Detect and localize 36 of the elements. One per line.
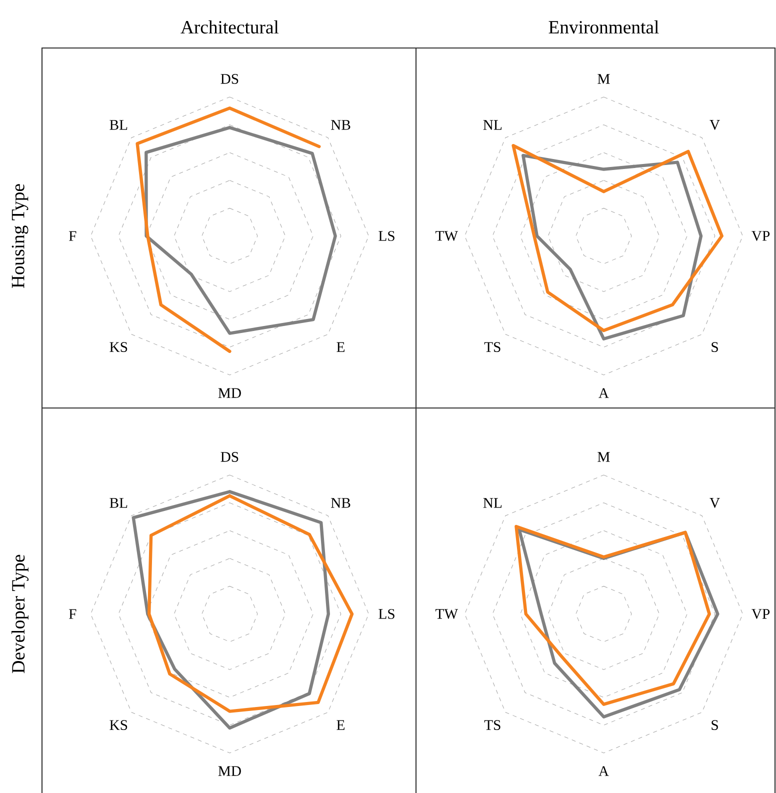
spoke-label: S: [712, 342, 718, 352]
spoke-label: F: [68, 231, 76, 241]
spoke-label: NB: [330, 120, 350, 130]
chart-title: Environmental: [548, 20, 659, 34]
spoke-label: F: [68, 609, 76, 619]
spoke-label: TW: [436, 231, 458, 241]
text: Developer Type: [11, 554, 28, 674]
spoke-label: NB: [330, 498, 350, 508]
spoke-label: LS: [378, 609, 394, 619]
spoke-label: VP: [752, 609, 770, 619]
spoke-label: BL: [110, 498, 128, 508]
chart-title: Architectural: [180, 20, 279, 34]
spoke-label: MD: [218, 388, 241, 398]
spoke-label: BL: [110, 120, 128, 130]
spoke-label: V: [710, 120, 720, 130]
spoke-label: KS: [110, 342, 128, 352]
text: Housing Type: [12, 184, 28, 288]
spoke-label: V: [710, 498, 720, 508]
spoke-label: S: [712, 720, 718, 730]
spoke-label: E: [336, 720, 344, 730]
spoke-label: E: [336, 342, 344, 352]
spoke-label: A: [598, 388, 609, 398]
spoke-label: MD: [218, 766, 241, 776]
spoke-label: TS: [484, 720, 500, 730]
spoke-label: DS: [220, 74, 238, 84]
spoke-label: VP: [752, 231, 770, 241]
spoke-label: TW: [436, 609, 458, 619]
spoke-label: A: [598, 766, 609, 776]
spoke-label: DS: [220, 452, 238, 462]
spoke-label: NL: [483, 120, 502, 130]
spoke-label: M: [598, 74, 610, 84]
spoke-label: KS: [110, 720, 128, 730]
spoke-label: M: [598, 452, 610, 462]
spoke-label: LS: [378, 231, 394, 241]
spoke-label: TS: [484, 342, 500, 352]
spoke-label: NL: [483, 498, 502, 508]
